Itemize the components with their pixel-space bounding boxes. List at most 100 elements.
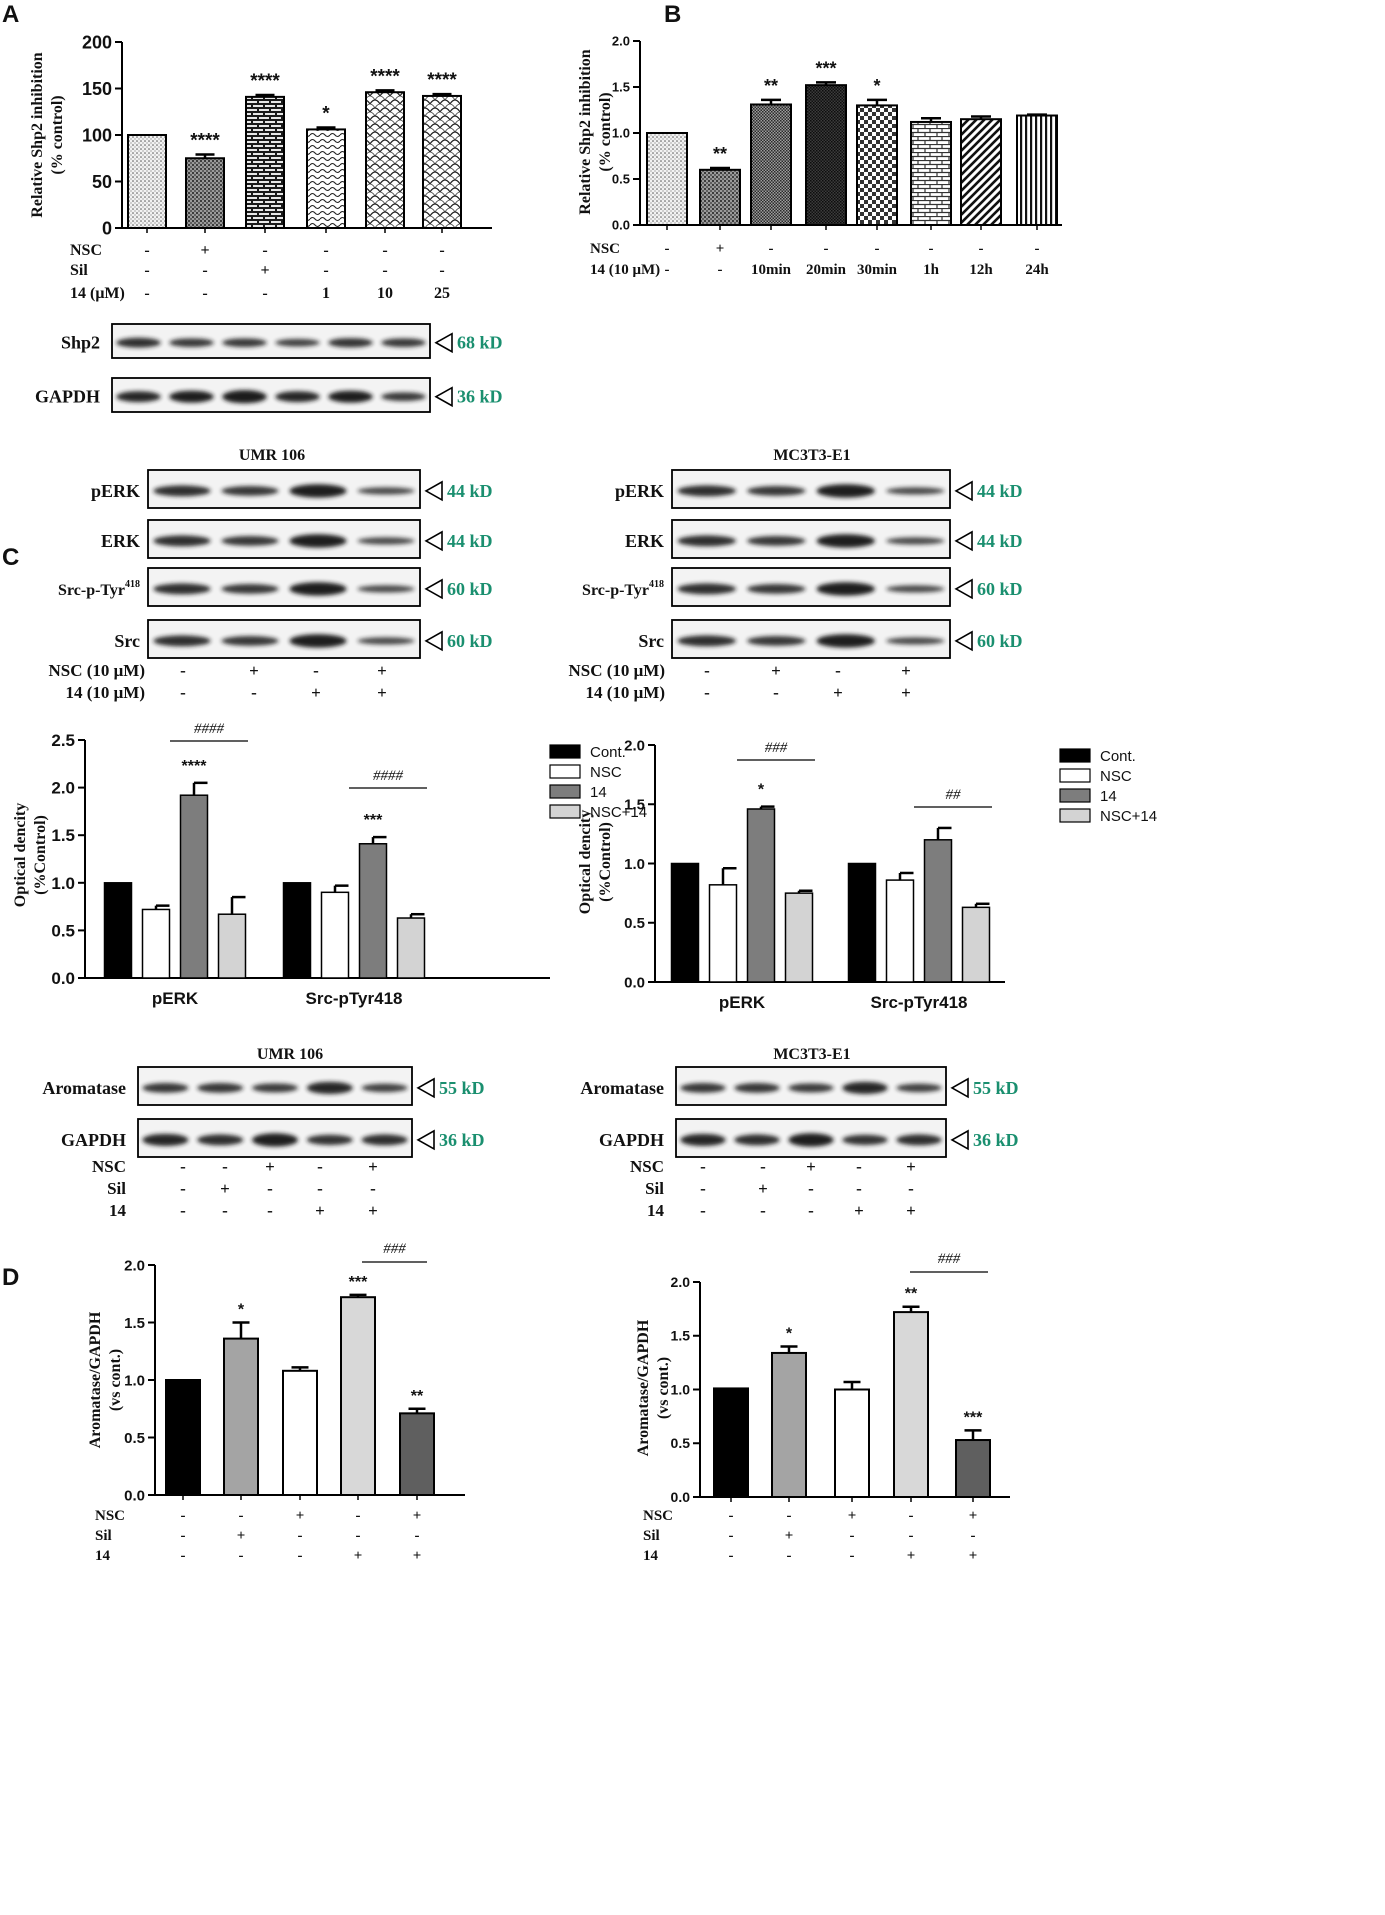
size-arrow-icon bbox=[950, 1077, 969, 1099]
condition-mark: + bbox=[311, 683, 321, 702]
condition-mark: 30min bbox=[857, 262, 898, 278]
condition-mark: - bbox=[356, 1508, 361, 1524]
bar bbox=[699, 168, 741, 227]
blot-strip: ERK 44 kD bbox=[101, 519, 493, 559]
condition-mark: - bbox=[760, 1201, 766, 1220]
blot-kd-label: 36 kD bbox=[439, 1130, 485, 1150]
y-tick-label: 100 bbox=[82, 125, 112, 145]
blot-band bbox=[328, 390, 373, 403]
condition-mark: + bbox=[854, 1201, 864, 1220]
condition-mark: - bbox=[144, 285, 149, 302]
blot-kd-label: 44 kD bbox=[447, 531, 493, 551]
y-axis-label: Optical dencity (%Control) bbox=[577, 810, 614, 914]
bar bbox=[961, 906, 991, 983]
blot-strip: pERK 44 kD bbox=[91, 469, 493, 509]
y-tick-label: 1.5 bbox=[124, 1315, 145, 1332]
blot-band bbox=[153, 535, 211, 547]
significance-label: **** bbox=[182, 758, 208, 775]
y-tick-label: 1.0 bbox=[612, 126, 630, 141]
significance-label: *** bbox=[815, 58, 836, 78]
panel-letter-a: A bbox=[2, 1, 19, 28]
bar bbox=[185, 157, 225, 229]
y-tick-label: 1.0 bbox=[624, 856, 645, 873]
condition-mark: - bbox=[262, 285, 267, 302]
condition-mark: + bbox=[716, 241, 725, 257]
condition-mark: - bbox=[370, 1179, 376, 1198]
significance-label: * bbox=[873, 76, 880, 96]
blot-frame bbox=[111, 377, 431, 413]
bar bbox=[960, 118, 1002, 226]
y-tick-label: 0.5 bbox=[624, 915, 645, 932]
condition-label: NSC bbox=[92, 1157, 126, 1176]
blot-label: Shp2 bbox=[61, 333, 100, 353]
blot-band bbox=[306, 1081, 353, 1094]
y-tick-label: 1.5 bbox=[612, 80, 630, 95]
y-tick-label: 1.5 bbox=[624, 797, 645, 814]
blot-band bbox=[816, 534, 875, 548]
condition-mark: - bbox=[317, 1157, 323, 1176]
blot-kd-label: 44 kD bbox=[447, 481, 493, 501]
blot-band bbox=[153, 635, 211, 647]
hash-label: #### bbox=[373, 768, 404, 784]
bar bbox=[923, 839, 953, 983]
legend-swatch bbox=[549, 784, 581, 799]
blot-label: Src bbox=[114, 631, 140, 651]
condition-label: 14 (10 μM) bbox=[590, 262, 660, 278]
blot-kd-label: 36 kD bbox=[973, 1130, 1019, 1150]
condition-mark: - bbox=[665, 241, 670, 257]
legend-label: Cont. bbox=[590, 744, 626, 761]
blot-band bbox=[747, 584, 806, 594]
condition-mark: 10min bbox=[751, 262, 792, 278]
y-tick-label: 0.0 bbox=[51, 969, 75, 988]
significance-label: ** bbox=[713, 144, 727, 164]
y-axis-label: Aromatase/GAPDH (vs cont.) bbox=[87, 1311, 124, 1448]
condition-mark: + bbox=[969, 1548, 978, 1564]
blot-band bbox=[896, 1083, 942, 1093]
condition-label: NSC bbox=[95, 1508, 125, 1524]
significance-label: ** bbox=[764, 76, 778, 96]
condition-mark: - bbox=[251, 683, 257, 702]
condition-label: Sil bbox=[70, 262, 88, 279]
legend-label: NSC bbox=[590, 764, 622, 781]
chart-D-MC3T3: 0.0 0.5 1.0 1.5 2.0 Aromatase/GAPDH (vs cont.)… bbox=[635, 1251, 1010, 1505]
condition-mark: - bbox=[908, 1179, 914, 1198]
condition-mark: - bbox=[787, 1548, 792, 1564]
blot-band bbox=[886, 487, 945, 495]
blot-band bbox=[357, 487, 415, 495]
blot-label: Src-p-Tyr418 bbox=[582, 579, 664, 599]
blot-band bbox=[677, 635, 736, 647]
condition-mark: + bbox=[806, 1157, 816, 1176]
size-arrow-icon bbox=[434, 332, 453, 354]
condition-mark: + bbox=[368, 1201, 378, 1220]
blot-band bbox=[275, 391, 320, 403]
y-axis-label-line: (%Control) bbox=[32, 815, 49, 895]
condition-mark: 12h bbox=[969, 262, 993, 278]
condition-mark: - bbox=[262, 242, 267, 259]
y-axis-label: Relative Shp2 inhibition (% control) bbox=[29, 52, 66, 217]
significance-label: * bbox=[786, 1326, 793, 1343]
bar bbox=[646, 132, 688, 226]
condition-mark: - bbox=[856, 1179, 862, 1198]
y-tick-label: 50 bbox=[92, 172, 112, 192]
blot-kd-label: 68 kD bbox=[457, 333, 503, 353]
condition-mark: - bbox=[700, 1201, 706, 1220]
y-tick-label: 0.5 bbox=[612, 172, 630, 187]
condition-mark: - bbox=[704, 683, 710, 702]
cell-line-title: MC3T3-E1 bbox=[773, 447, 850, 464]
blot-band bbox=[734, 1134, 780, 1146]
size-arrow-icon bbox=[424, 480, 443, 502]
condition-mark: - bbox=[979, 241, 984, 257]
blot-label: Src-p-Tyr418 bbox=[58, 579, 140, 599]
blot-label: GAPDH bbox=[61, 1130, 126, 1150]
condition-label: Sil bbox=[95, 1528, 112, 1544]
condition-mark: - bbox=[850, 1528, 855, 1544]
condition-mark: - bbox=[317, 1179, 323, 1198]
hash-label: ## bbox=[946, 787, 962, 803]
y-axis-label-line: Optical dencity bbox=[12, 803, 29, 907]
blot-label: pERK bbox=[615, 481, 664, 501]
legend-label: 14 bbox=[1100, 788, 1117, 805]
y-tick-label: 1.0 bbox=[671, 1381, 691, 1397]
condition-mark: + bbox=[833, 683, 843, 702]
condition-label: NSC (10 μM) bbox=[48, 661, 145, 680]
